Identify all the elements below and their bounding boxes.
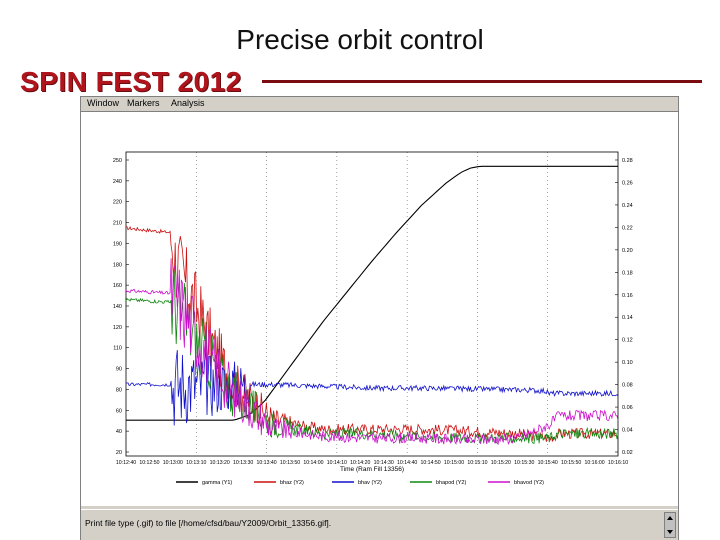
y-right-tick-label: 0.26 <box>622 180 633 186</box>
x-tick-label: 10:14:30 <box>374 460 394 466</box>
x-tick-label: 10:15:50 <box>561 460 581 466</box>
series-line-3 <box>125 350 619 426</box>
y-left-tick-label: 240 <box>113 179 122 185</box>
y-right-tick-label: 0.10 <box>622 360 633 366</box>
scroll-up-arrow-icon[interactable] <box>667 516 673 520</box>
y-right-tick-label: 0.06 <box>622 405 633 411</box>
y-right-tick-label: 0.14 <box>622 315 633 321</box>
x-tick-label: 10:13:30 <box>233 460 253 466</box>
plot-panel[interactable]: 10:12:40 10:12:50 10:13:00 10:13:10 10:13:20… <box>81 111 678 506</box>
menu-analysis[interactable]: Analysis <box>171 98 205 108</box>
y-right-tick-label: 0.04 <box>622 428 633 434</box>
orbit-chart: 10:12:40 10:12:50 10:13:00 10:13:10 10:13:20… <box>113 151 633 486</box>
plot-frame <box>125 151 619 457</box>
x-tick-label: 10:14:40 <box>397 460 417 466</box>
x-tick-label: 10:12:40 <box>116 460 136 466</box>
x-tick-label: 10:13:00 <box>163 460 183 466</box>
x-tick-label: 10:13:50 <box>280 460 300 466</box>
y-left-tick-label: 250 <box>113 158 122 164</box>
series-line-1 <box>126 165 618 421</box>
y-left-tick-label: 80 <box>116 387 122 393</box>
y-right-tick-label: 0.24 <box>622 203 633 209</box>
scroll-down-arrow-icon[interactable] <box>667 530 673 534</box>
series-line-4 <box>125 270 619 444</box>
x-tick-label: 10:15:30 <box>514 460 534 466</box>
y-right-tick-label: 0.22 <box>622 225 633 231</box>
title-divider <box>262 80 702 83</box>
chart-legend: gamma (Y1) bhaz (Y2) bhav (Y2) bhapod (Y2) b… <box>176 480 544 486</box>
legend-label-2: bhaz (Y2) <box>280 480 304 486</box>
x-tick-label: 10:16:00 <box>584 460 604 466</box>
x-tick-label: 10:13:40 <box>256 460 276 466</box>
legend-label-1: gamma (Y1) <box>202 480 232 486</box>
x-tick-label: 10:14:00 <box>303 460 323 466</box>
y-right-tick-label: 0.16 <box>622 293 633 299</box>
y-left-tick-label: 120 <box>113 325 122 331</box>
series-line-2 <box>126 226 619 442</box>
slide-title: Precise orbit control <box>236 24 484 55</box>
menu-bar: Window Markers Analysis <box>81 97 678 111</box>
y-right-tick-label: 0.08 <box>622 383 633 389</box>
y-left-tick-label: 140 <box>113 304 122 310</box>
status-scrollbar[interactable] <box>664 512 676 538</box>
x-tick-label: 10:12:50 <box>139 460 159 466</box>
x-tick-label: 10:16:10 <box>608 460 628 466</box>
legend-label-3: bhav (Y2) <box>358 480 382 486</box>
x-tick-label: 10:15:40 <box>538 460 558 466</box>
chart-axes: 10:12:40 10:12:50 10:13:00 10:13:10 10:13:20… <box>113 151 633 466</box>
y-left-tick-label: 40 <box>116 429 122 435</box>
y-left-tick-label: 20 <box>116 450 122 456</box>
x-tick-label: 10:15:20 <box>491 460 511 466</box>
y-left-tick-label: 190 <box>113 241 122 247</box>
y-left-tick-label: 60 <box>116 408 122 414</box>
y-left-tick-label: 210 <box>113 221 122 227</box>
legend-label-4: bhapod (Y2) <box>436 480 466 486</box>
x-tick-label: 10:14:50 <box>420 460 440 466</box>
y-right-tick-label: 0.12 <box>622 338 633 344</box>
x-tick-label: 10:15:10 <box>467 460 487 466</box>
x-tick-label: 10:13:20 <box>210 460 230 466</box>
y-left-tick-label: 110 <box>113 346 122 352</box>
y-right-tick-label: 0.02 <box>622 450 633 456</box>
y-right-tick-label: 0.18 <box>622 270 633 276</box>
legend-label-5: bhavod (Y2) <box>514 480 544 486</box>
y-left-tick-label: 180 <box>113 262 122 268</box>
spin-fest-logo: SPIN FEST 2012 <box>20 66 242 97</box>
x-tick-label: 10:13:10 <box>186 460 206 466</box>
x-tick-label: 10:14:10 <box>327 460 347 466</box>
menu-window[interactable]: Window <box>87 98 120 108</box>
y-left-tick-label: 90 <box>116 367 122 373</box>
x-tick-label: 10:14:20 <box>350 460 370 466</box>
y-left-tick-label: 160 <box>113 283 122 289</box>
y-right-tick-label: 0.20 <box>622 248 633 254</box>
x-axis-label: Time (Ram Fill 13356) <box>340 466 404 473</box>
menu-markers[interactable]: Markers <box>127 98 160 108</box>
chart-series <box>125 165 619 446</box>
status-text: Print file type (.gif) to file [/home/cf… <box>85 518 332 528</box>
status-panel: Print file type (.gif) to file [/home/cf… <box>81 509 678 540</box>
orbit-app-window: Window Markers Analysis 10:12:40 10:12:50… <box>80 96 679 540</box>
series-line-5 <box>125 258 619 446</box>
y-right-tick-label: 0.28 <box>622 158 633 164</box>
x-tick-label: 10:15:00 <box>444 460 464 466</box>
y-left-tick-label: 220 <box>113 200 122 206</box>
